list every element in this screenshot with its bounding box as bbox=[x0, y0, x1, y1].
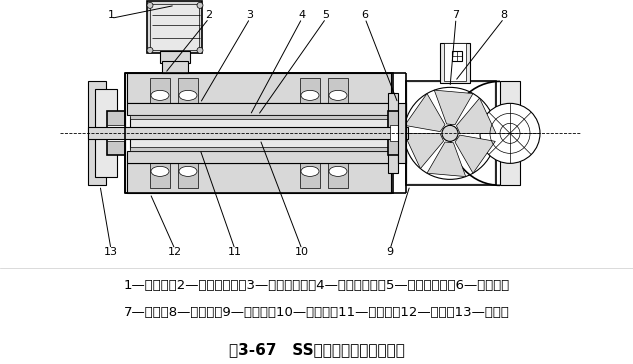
Ellipse shape bbox=[179, 166, 197, 177]
Text: 2: 2 bbox=[206, 10, 213, 20]
Bar bbox=[127, 74, 391, 103]
Circle shape bbox=[404, 87, 496, 179]
Polygon shape bbox=[178, 163, 198, 188]
Polygon shape bbox=[300, 78, 320, 103]
Text: 9: 9 bbox=[386, 248, 394, 257]
Bar bbox=[107, 111, 125, 155]
Bar bbox=[406, 82, 496, 185]
Bar bbox=[500, 82, 520, 185]
Bar bbox=[147, 1, 202, 54]
Ellipse shape bbox=[301, 166, 319, 177]
Circle shape bbox=[480, 103, 540, 163]
Polygon shape bbox=[328, 163, 348, 188]
Bar bbox=[160, 51, 190, 63]
Ellipse shape bbox=[179, 90, 197, 100]
Bar bbox=[444, 43, 466, 82]
Text: 10: 10 bbox=[295, 248, 309, 257]
Polygon shape bbox=[150, 163, 170, 188]
Bar bbox=[388, 93, 398, 173]
Ellipse shape bbox=[329, 90, 347, 100]
Polygon shape bbox=[178, 78, 198, 103]
Bar bbox=[127, 103, 391, 115]
Text: 图3-67   SS型屏蔽泵的结构示意图: 图3-67 SS型屏蔽泵的结构示意图 bbox=[229, 342, 404, 357]
Bar bbox=[440, 43, 470, 83]
Circle shape bbox=[197, 47, 203, 54]
Text: 7—叶轮；8—诱导轮；9—过滤网；10—前轴承；11—转子轴；12—机壳；13—后轴承: 7—叶轮；8—诱导轮；9—过滤网；10—前轴承；11—转子轴；12—机壳；13—… bbox=[123, 306, 510, 319]
Polygon shape bbox=[300, 163, 320, 188]
Circle shape bbox=[197, 2, 203, 8]
Polygon shape bbox=[456, 98, 496, 133]
Polygon shape bbox=[427, 142, 466, 177]
Bar bbox=[452, 51, 462, 62]
Bar bbox=[130, 117, 388, 149]
Polygon shape bbox=[434, 90, 473, 125]
Bar bbox=[408, 83, 494, 183]
Bar bbox=[95, 89, 117, 177]
Circle shape bbox=[147, 47, 153, 54]
Bar bbox=[398, 103, 406, 163]
Bar bbox=[88, 82, 106, 185]
Ellipse shape bbox=[151, 166, 169, 177]
Bar bbox=[125, 74, 393, 193]
Bar bbox=[390, 125, 404, 141]
Bar bbox=[127, 151, 391, 163]
Polygon shape bbox=[328, 78, 348, 103]
Bar bbox=[127, 163, 391, 193]
Circle shape bbox=[147, 2, 153, 8]
Text: 1—接线盒；2—电动机定子；3—定子屏蔽套；4—电动机转子；5—转子屏蔽套；6—密封环；: 1—接线盒；2—电动机定子；3—定子屏蔽套；4—电动机转子；5—转子屏蔽套；6—… bbox=[123, 279, 510, 292]
Bar bbox=[162, 62, 188, 74]
Ellipse shape bbox=[151, 90, 169, 100]
Text: 12: 12 bbox=[168, 248, 182, 257]
Text: 4: 4 bbox=[298, 10, 306, 20]
Text: 5: 5 bbox=[322, 10, 330, 20]
Circle shape bbox=[442, 125, 458, 141]
Ellipse shape bbox=[301, 90, 319, 100]
Polygon shape bbox=[150, 78, 170, 103]
Polygon shape bbox=[404, 133, 444, 169]
Bar bbox=[150, 4, 199, 50]
Bar bbox=[107, 125, 125, 141]
Text: 7: 7 bbox=[453, 10, 460, 20]
Bar bbox=[88, 127, 408, 139]
Text: 13: 13 bbox=[104, 248, 118, 257]
Bar bbox=[130, 147, 388, 151]
Polygon shape bbox=[455, 135, 495, 173]
Text: 11: 11 bbox=[228, 248, 242, 257]
Text: 8: 8 bbox=[501, 10, 508, 20]
Bar bbox=[127, 78, 391, 189]
Text: 1: 1 bbox=[108, 10, 115, 20]
Bar bbox=[130, 115, 388, 119]
Text: 3: 3 bbox=[246, 10, 253, 20]
Bar bbox=[388, 111, 406, 155]
Text: 6: 6 bbox=[361, 10, 368, 20]
Ellipse shape bbox=[329, 166, 347, 177]
Polygon shape bbox=[404, 94, 445, 132]
